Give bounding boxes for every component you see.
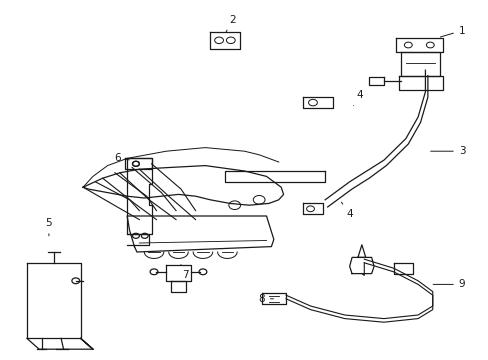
Text: 6: 6: [114, 153, 129, 163]
Text: 8: 8: [258, 294, 273, 304]
Text: 2: 2: [225, 15, 235, 32]
Text: 3: 3: [430, 146, 465, 156]
Text: 5: 5: [45, 218, 52, 236]
Text: 4: 4: [341, 202, 352, 219]
Text: 7: 7: [181, 265, 189, 280]
Text: 1: 1: [439, 26, 465, 37]
Text: 9: 9: [432, 279, 465, 289]
Text: 4: 4: [353, 90, 362, 105]
